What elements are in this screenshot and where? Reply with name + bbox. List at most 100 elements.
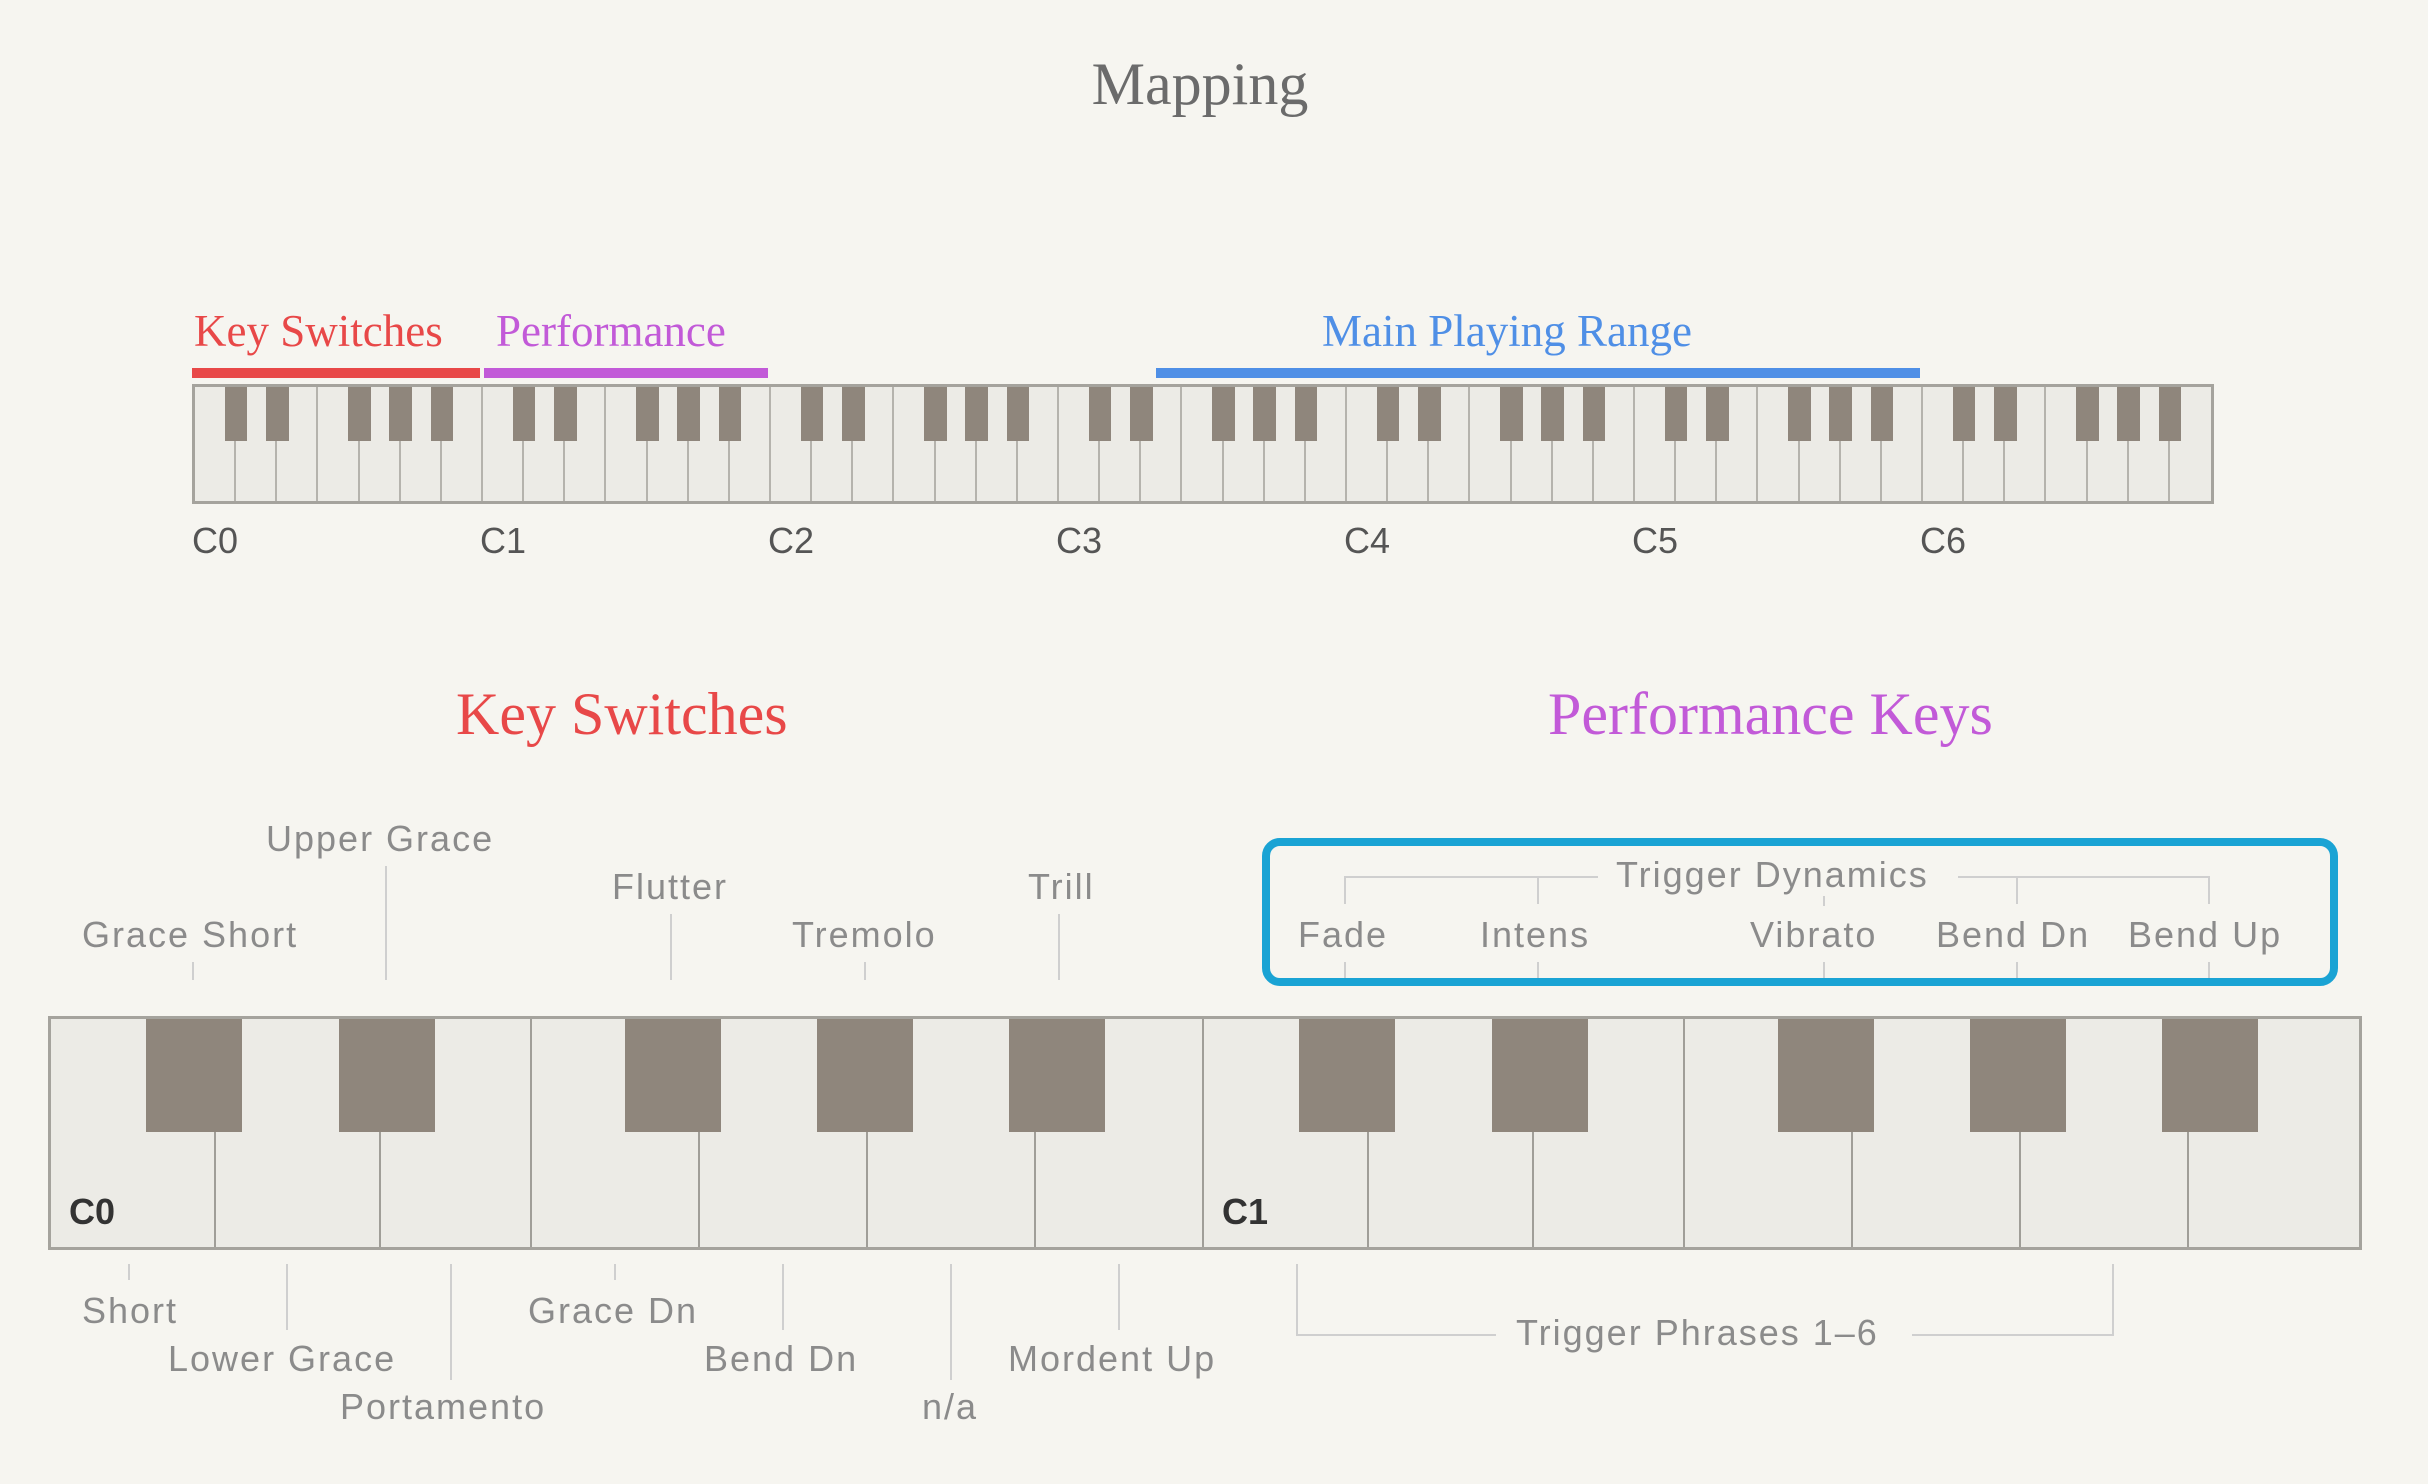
small-white-key-e0[interactable] <box>277 387 319 501</box>
small-black-key-gs3[interactable] <box>1253 387 1277 441</box>
small-black-key-as5[interactable] <box>1870 387 1894 441</box>
small-black-key-cs2[interactable] <box>800 387 824 441</box>
small-black-key-cs4[interactable] <box>1376 387 1400 441</box>
small-white-key-b5[interactable] <box>1882 387 1923 501</box>
small-white-key-g0[interactable] <box>360 387 401 501</box>
small-black-key-ds2[interactable] <box>841 387 865 441</box>
small-black-key-fs1[interactable] <box>636 387 659 441</box>
leader-upper-grace <box>385 866 387 980</box>
small-black-key-as4[interactable] <box>1582 387 1606 441</box>
small-black-key-gs2[interactable] <box>965 387 989 441</box>
small-white-key-g3[interactable] <box>1224 387 1265 501</box>
small-black-key-cs0[interactable] <box>224 387 248 441</box>
small-white-key-f6[interactable] <box>2046 387 2088 501</box>
small-black-key-cs3[interactable] <box>1088 387 1112 441</box>
small-black-key-ds3[interactable] <box>1129 387 1153 441</box>
td-tick-fade <box>1344 876 1346 904</box>
small-white-key-g4[interactable] <box>1512 387 1553 501</box>
small-white-key-f2[interactable] <box>894 387 936 501</box>
black-key-gs0[interactable] <box>817 1019 913 1132</box>
small-black-key-gs5[interactable] <box>1829 387 1853 441</box>
small-white-key-b3[interactable] <box>1306 387 1347 501</box>
small-white-key-a6[interactable] <box>2129 387 2170 501</box>
small-black-key-ds6[interactable] <box>1993 387 2017 441</box>
small-white-key-f3[interactable] <box>1182 387 1224 501</box>
small-white-key-b0[interactable] <box>442 387 483 501</box>
small-black-key-cs1[interactable] <box>512 387 536 441</box>
small-white-key-a5[interactable] <box>1841 387 1882 501</box>
small-black-key-as0[interactable] <box>430 387 454 441</box>
small-white-key-f0[interactable] <box>318 387 360 501</box>
small-black-key-as3[interactable] <box>1294 387 1318 441</box>
small-white-key-e2[interactable] <box>853 387 895 501</box>
small-white-key-f4[interactable] <box>1470 387 1512 501</box>
small-black-key-fs0[interactable] <box>348 387 371 441</box>
black-key-as0[interactable] <box>1009 1019 1105 1132</box>
small-white-key-c4[interactable] <box>1347 387 1389 501</box>
white-key-a0[interactable] <box>868 1019 1036 1247</box>
small-black-key-fs4[interactable] <box>1500 387 1523 441</box>
small-white-key-g2[interactable] <box>936 387 977 501</box>
small-black-key-cs5[interactable] <box>1664 387 1688 441</box>
small-white-key-c2[interactable] <box>771 387 813 501</box>
small-white-key-g5[interactable] <box>1800 387 1841 501</box>
small-black-key-gs0[interactable] <box>389 387 413 441</box>
small-white-key-a0[interactable] <box>401 387 442 501</box>
small-white-key-d2[interactable] <box>812 387 854 501</box>
small-white-key-d6[interactable] <box>1964 387 2006 501</box>
small-white-key-b2[interactable] <box>1018 387 1059 501</box>
small-white-key-c0[interactable] <box>195 387 237 501</box>
small-black-key-ds0[interactable] <box>265 387 289 441</box>
label-flutter: Flutter <box>612 866 729 907</box>
small-white-key-c1[interactable] <box>483 387 525 501</box>
small-black-key-ds5[interactable] <box>1705 387 1729 441</box>
black-key-fs0[interactable] <box>625 1019 721 1132</box>
small-black-key-fs3[interactable] <box>1212 387 1235 441</box>
small-black-key-gs6[interactable] <box>2117 387 2141 441</box>
small-black-key-cs6[interactable] <box>1952 387 1976 441</box>
black-key-ds0[interactable] <box>339 1019 435 1132</box>
black-key-gs1[interactable] <box>1970 1019 2066 1132</box>
small-white-key-c6[interactable] <box>1923 387 1965 501</box>
small-black-key-ds1[interactable] <box>553 387 577 441</box>
black-key-ds1[interactable] <box>1492 1019 1588 1132</box>
small-black-key-as2[interactable] <box>1006 387 1030 441</box>
small-black-key-ds4[interactable] <box>1417 387 1441 441</box>
small-white-key-d1[interactable] <box>524 387 566 501</box>
small-white-key-b1[interactable] <box>730 387 771 501</box>
small-white-key-f1[interactable] <box>606 387 648 501</box>
small-white-key-e3[interactable] <box>1141 387 1183 501</box>
small-black-key-gs4[interactable] <box>1541 387 1565 441</box>
small-black-key-fs5[interactable] <box>1788 387 1811 441</box>
small-white-key-c3[interactable] <box>1059 387 1101 501</box>
black-key-cs1[interactable] <box>1299 1019 1395 1132</box>
small-white-key-b4[interactable] <box>1594 387 1635 501</box>
label-portamento: Portamento <box>340 1386 547 1427</box>
black-key-cs0[interactable] <box>146 1019 242 1132</box>
small-black-key-as6[interactable] <box>2158 387 2182 441</box>
small-white-key-e1[interactable] <box>565 387 607 501</box>
small-white-key-c5[interactable] <box>1635 387 1677 501</box>
black-key-as1[interactable] <box>2162 1019 2258 1132</box>
key-switches-range-bar <box>192 368 480 378</box>
small-white-key-a2[interactable] <box>977 387 1018 501</box>
small-black-key-gs1[interactable] <box>677 387 701 441</box>
small-black-key-fs6[interactable] <box>2076 387 2099 441</box>
small-white-key-g6[interactable] <box>2088 387 2129 501</box>
small-white-key-e4[interactable] <box>1429 387 1471 501</box>
small-white-key-d4[interactable] <box>1388 387 1430 501</box>
small-black-key-as1[interactable] <box>718 387 742 441</box>
label-mordent-up: Mordent Up <box>1008 1338 1217 1379</box>
small-black-key-fs2[interactable] <box>924 387 947 441</box>
small-white-key-a3[interactable] <box>1265 387 1306 501</box>
small-white-key-a1[interactable] <box>689 387 730 501</box>
small-white-key-d0[interactable] <box>236 387 278 501</box>
small-white-key-g1[interactable] <box>648 387 689 501</box>
black-key-fs1[interactable] <box>1778 1019 1874 1132</box>
small-white-key-e6[interactable] <box>2005 387 2047 501</box>
small-white-key-f5[interactable] <box>1758 387 1800 501</box>
small-white-key-e5[interactable] <box>1717 387 1759 501</box>
small-white-key-d3[interactable] <box>1100 387 1142 501</box>
small-white-key-a4[interactable] <box>1553 387 1594 501</box>
small-white-key-d5[interactable] <box>1676 387 1718 501</box>
